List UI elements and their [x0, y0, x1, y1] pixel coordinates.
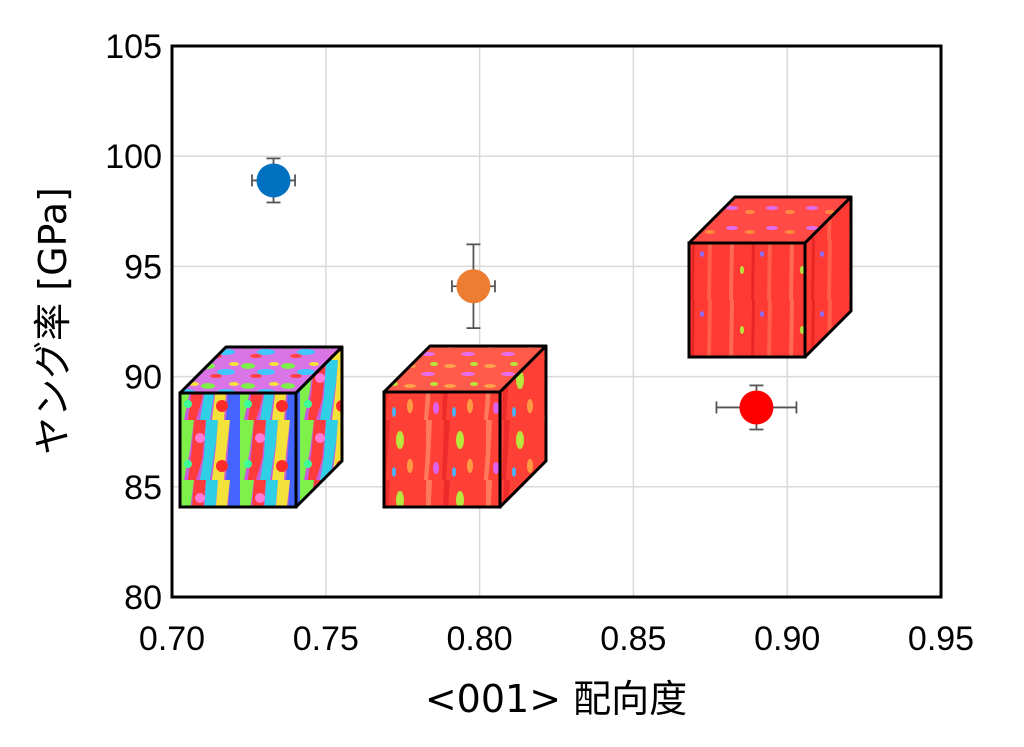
microstructure-cube [178, 345, 344, 509]
data-point [456, 269, 491, 304]
y-tick-label: 100 [105, 138, 162, 176]
x-tick-label: 0.80 [447, 620, 513, 658]
cube-front-face [178, 391, 298, 509]
y-tick-label: 80 [124, 579, 162, 617]
y-axis-title: ヤング率 [GPa] [31, 187, 75, 455]
y-tick-label: 90 [124, 359, 162, 397]
x-tick-label: 0.85 [600, 620, 666, 658]
x-tick-labels: 0.70 0.75 0.80 0.85 0.90 0.95 [139, 620, 974, 658]
y-tick-label: 105 [105, 28, 162, 66]
x-axis-title: <001> 配向度 [425, 677, 687, 721]
cube-front-face [382, 390, 502, 509]
data-point-group [251, 157, 296, 204]
cube-front-face [687, 241, 807, 359]
data-point-group [715, 384, 798, 431]
x-tick-label: 0.70 [139, 620, 205, 658]
y-tick-labels: 80 85 90 95 100 105 [105, 28, 162, 617]
data-point-group [451, 243, 496, 330]
data-point [739, 390, 774, 425]
microstructure-cube [687, 195, 853, 359]
x-tick-label: 0.90 [754, 620, 820, 658]
data-points [251, 157, 798, 431]
y-tick-label: 85 [124, 469, 162, 507]
x-tick-label: 0.95 [908, 620, 974, 658]
plot-frame [170, 44, 943, 599]
data-point [256, 163, 291, 198]
microstructure-cube [382, 344, 548, 509]
y-tick-label: 95 [124, 248, 162, 286]
x-tick-label: 0.75 [293, 620, 359, 658]
microstructure-cubes [178, 195, 853, 509]
